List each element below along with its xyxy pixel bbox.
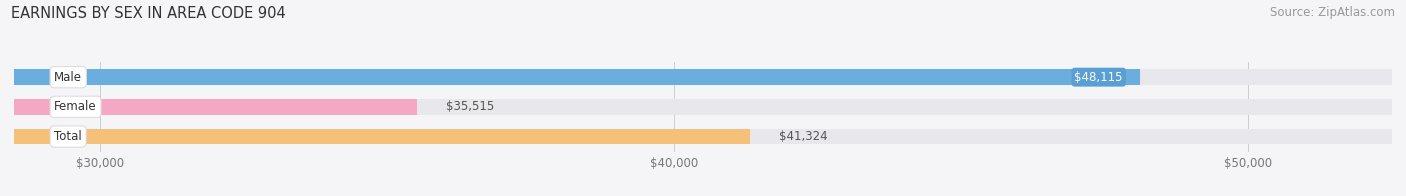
Text: $48,115: $48,115 [1074, 71, 1123, 84]
Text: Total: Total [55, 130, 82, 143]
Text: Female: Female [55, 100, 97, 113]
Text: $35,515: $35,515 [446, 100, 494, 113]
Bar [14, 69, 1140, 85]
Bar [14, 99, 416, 115]
Bar [14, 129, 1392, 144]
Text: Male: Male [55, 71, 82, 84]
Text: Source: ZipAtlas.com: Source: ZipAtlas.com [1270, 6, 1395, 19]
Bar [14, 129, 751, 144]
Bar [14, 69, 1392, 85]
Text: EARNINGS BY SEX IN AREA CODE 904: EARNINGS BY SEX IN AREA CODE 904 [11, 6, 285, 21]
Bar [14, 99, 1392, 115]
Text: $41,324: $41,324 [779, 130, 828, 143]
